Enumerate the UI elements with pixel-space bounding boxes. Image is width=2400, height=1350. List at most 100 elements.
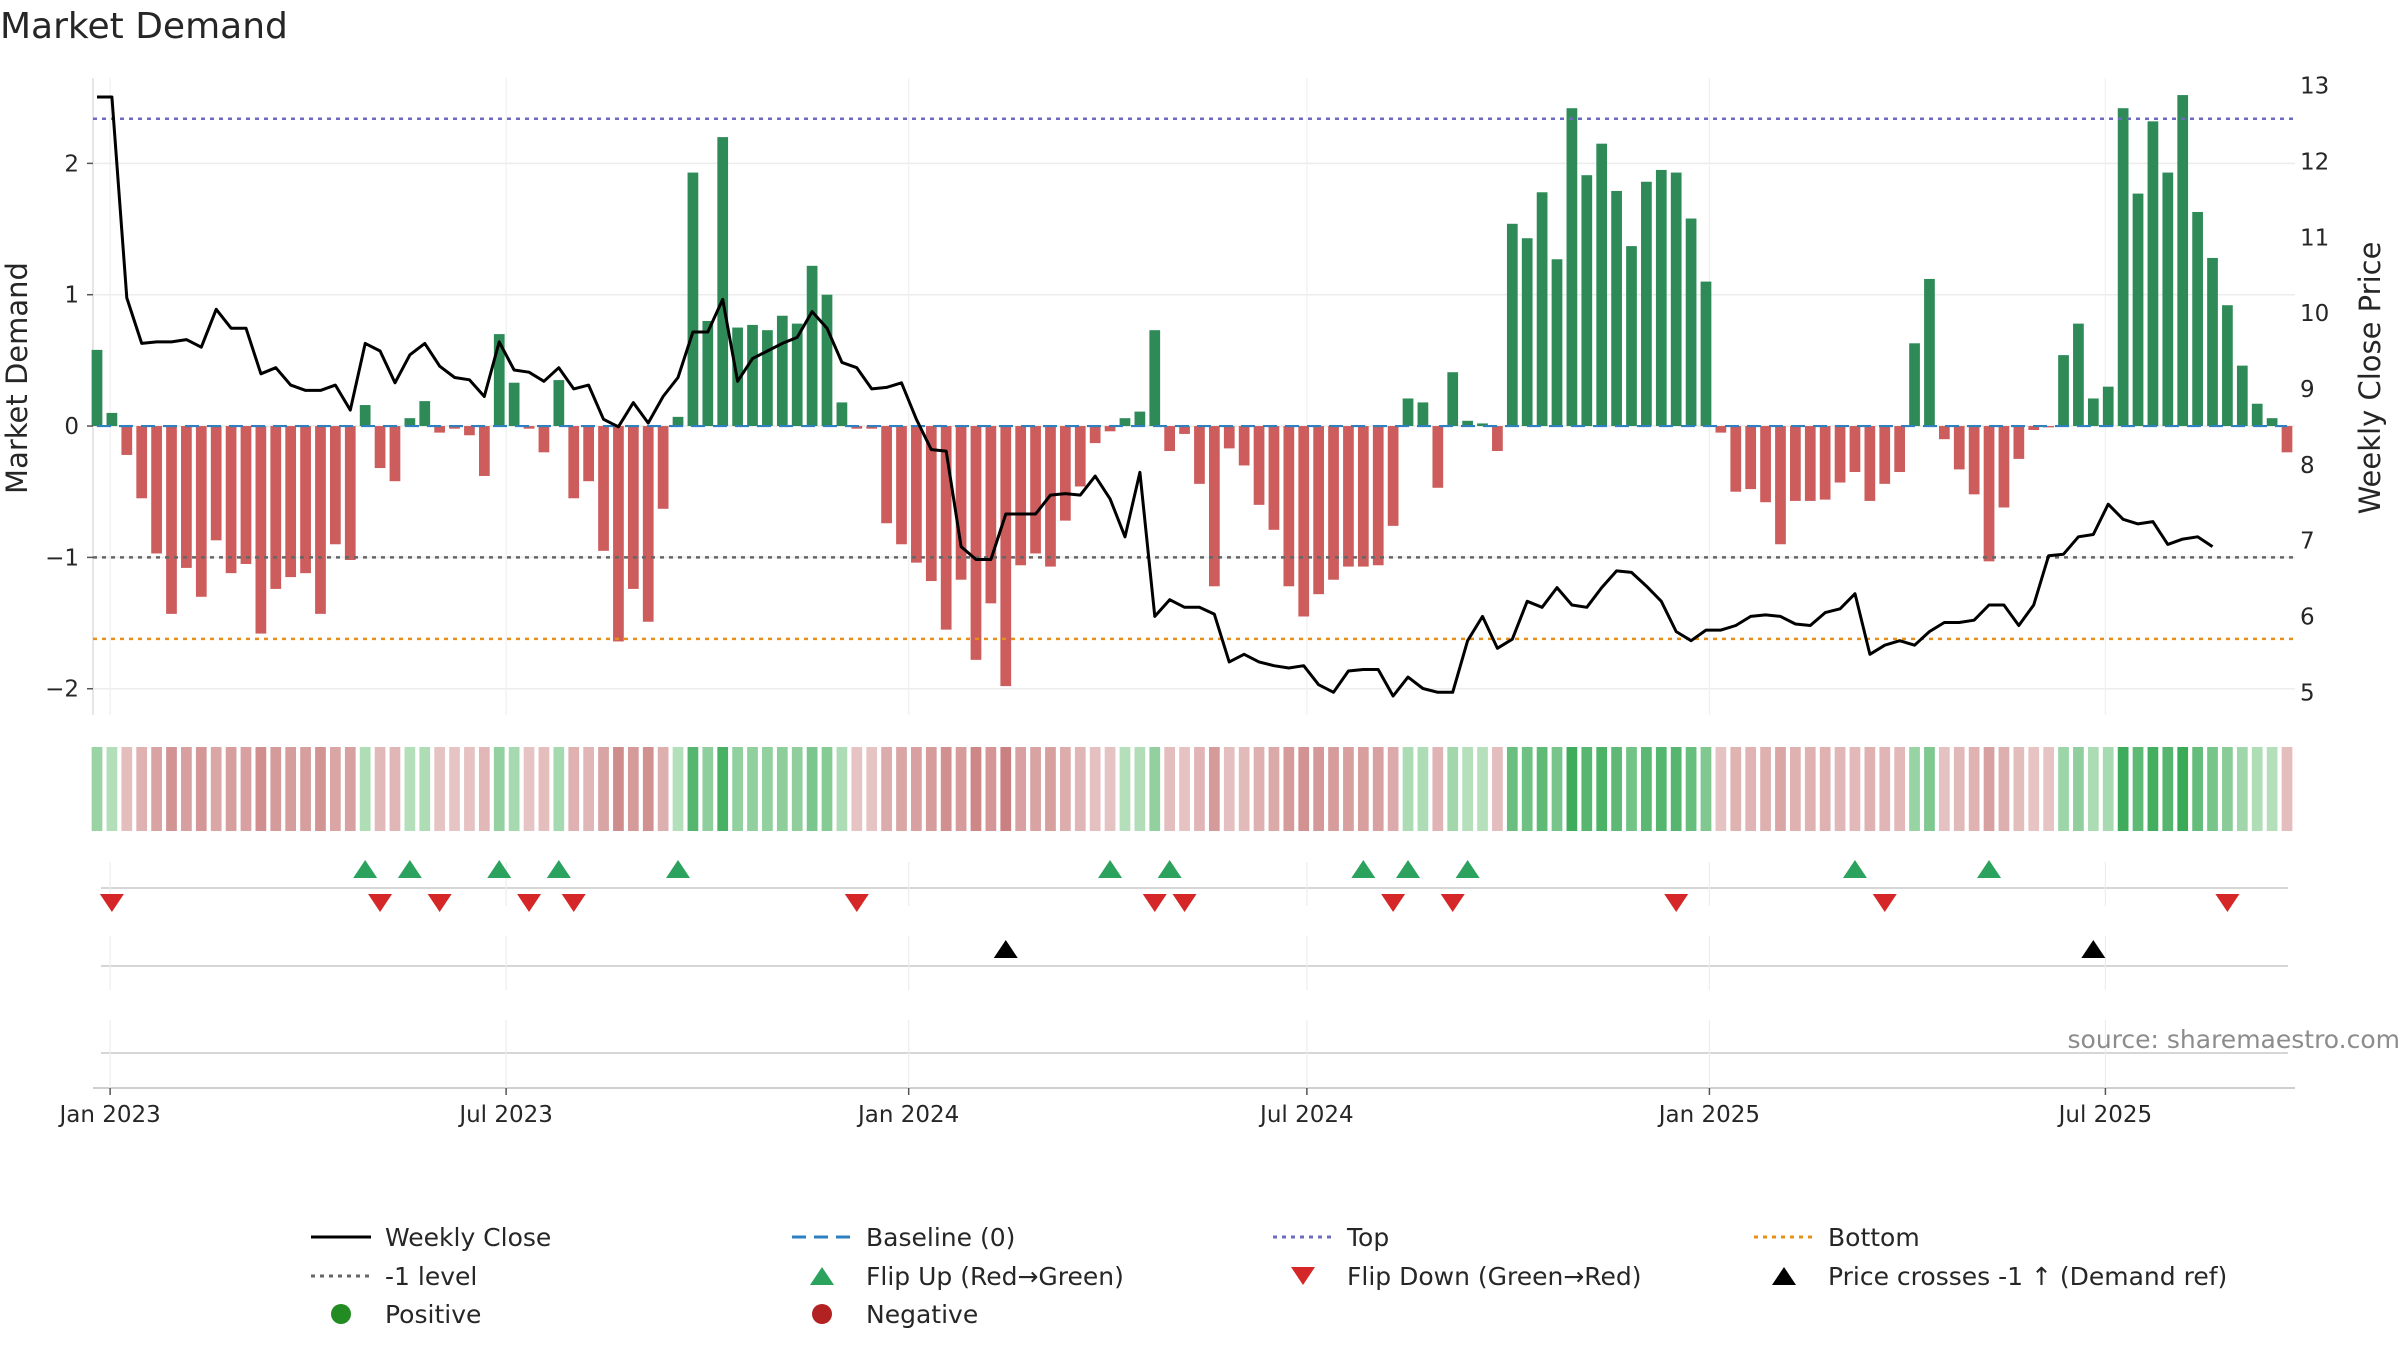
demand-bar (1253, 426, 1265, 505)
demand-bar (2028, 426, 2040, 430)
strip-cell (1506, 747, 1518, 831)
demand-bar (315, 426, 326, 614)
strip-cell (1730, 747, 1742, 831)
flip-down-marker (427, 894, 452, 912)
strip-cell (940, 747, 952, 831)
strip-cell (1953, 747, 1965, 831)
flip-up-marker (1396, 860, 1421, 878)
flip-down-marker (1872, 894, 1897, 912)
strip-cell (151, 747, 162, 831)
demand-bar (2132, 193, 2144, 427)
strip-cell (2087, 747, 2099, 831)
strip-cell (1581, 747, 1593, 831)
demand-bar (1387, 426, 1399, 526)
legend-swatch (331, 1304, 351, 1324)
flip-up-marker (1455, 860, 1480, 878)
demand-bar (702, 320, 714, 427)
strip-cell (1149, 747, 1161, 831)
flip-up-marker (1977, 860, 2002, 878)
flip-up-marker (1842, 860, 1867, 878)
strip-cell (1223, 747, 1235, 831)
flip-up-marker (1351, 860, 1376, 878)
flip-down-marker (1172, 894, 1197, 912)
demand-bar (1551, 259, 1563, 427)
strip-cell (434, 747, 446, 831)
demand-bar (285, 426, 297, 578)
strip-cell (1998, 747, 2010, 831)
strip-cell (1521, 747, 1533, 831)
demand-bar (419, 401, 431, 427)
demand-bar (970, 426, 982, 660)
legend-label: Price crosses -1 ↑ (Demand ref) (1828, 1262, 2227, 1291)
strip-cell (762, 747, 773, 831)
demand-bar (1000, 426, 1012, 687)
strip-cell (1343, 747, 1354, 831)
demand-bar (1968, 426, 1980, 495)
strip-cell (1119, 747, 1131, 831)
flip-markers-panel (99, 860, 2288, 912)
flip-down-marker (1664, 894, 1689, 912)
strip-cell (1387, 747, 1399, 831)
strip-cell (806, 747, 818, 831)
demand-bar (1685, 218, 1697, 427)
strip-cell (657, 747, 669, 831)
strip-cell (359, 747, 371, 831)
demand-bar (1194, 426, 1205, 484)
strip-cell (672, 747, 684, 831)
flip-up-marker (546, 860, 571, 878)
strip-cell (1596, 747, 1608, 831)
demand-bar (2058, 355, 2069, 427)
strip-cell (881, 747, 892, 831)
strip-cell (344, 747, 356, 831)
demand-bar (449, 426, 460, 429)
strip-cell (1968, 747, 1980, 831)
flip-down-marker (517, 894, 542, 912)
demand-bar (1804, 426, 1816, 501)
demand-bar (2266, 418, 2278, 427)
legend-label: Flip Up (Red→Green) (866, 1262, 1124, 1291)
flip-down-marker (1381, 894, 1406, 912)
demand-bar (687, 172, 699, 427)
strip-cell (1104, 747, 1116, 831)
demand-bar (2073, 323, 2084, 427)
demand-bar (1417, 402, 1429, 427)
strip-cell (1760, 747, 1771, 831)
demand-bar (1894, 426, 1906, 473)
demand-bar (1134, 411, 1146, 427)
strip-cell (687, 747, 699, 831)
demand-bar (2207, 257, 2218, 427)
legend-item: -1 level (311, 1262, 477, 1291)
strip-cell (2281, 747, 2293, 831)
demand-bar (1060, 426, 1071, 521)
strip-cell (2117, 747, 2129, 831)
strip-cell (2236, 747, 2248, 831)
strip-cell (896, 747, 907, 831)
demand-bar (2192, 211, 2203, 427)
flip-up-marker (397, 860, 422, 878)
demand-bar (1879, 426, 1891, 484)
strip-cell (2222, 747, 2233, 831)
demand-bar (613, 426, 624, 642)
strip-cell (985, 747, 997, 831)
strip-cell (821, 747, 833, 831)
demand-bar (553, 380, 565, 427)
demand-bars (91, 95, 2293, 687)
demand-bar (1477, 423, 1488, 427)
strip-cell (1432, 747, 1444, 831)
strip-cell (1879, 747, 1891, 831)
demand-bar (1238, 426, 1250, 466)
demand-bar (762, 330, 773, 427)
strip-cell (1655, 747, 1667, 831)
demand-bar (851, 426, 863, 429)
y2-tick-label: 13 (2300, 74, 2329, 100)
demand-bar (1581, 175, 1593, 427)
demand-bar (866, 426, 878, 429)
demand-bar (151, 426, 162, 554)
y2-tick-label: 12 (2300, 149, 2329, 175)
demand-bar (806, 265, 818, 427)
demand-bar (225, 426, 237, 574)
y2-tick-label: 5 (2300, 680, 2315, 706)
demand-bar (1819, 426, 1831, 500)
demand-bar (2087, 398, 2099, 427)
